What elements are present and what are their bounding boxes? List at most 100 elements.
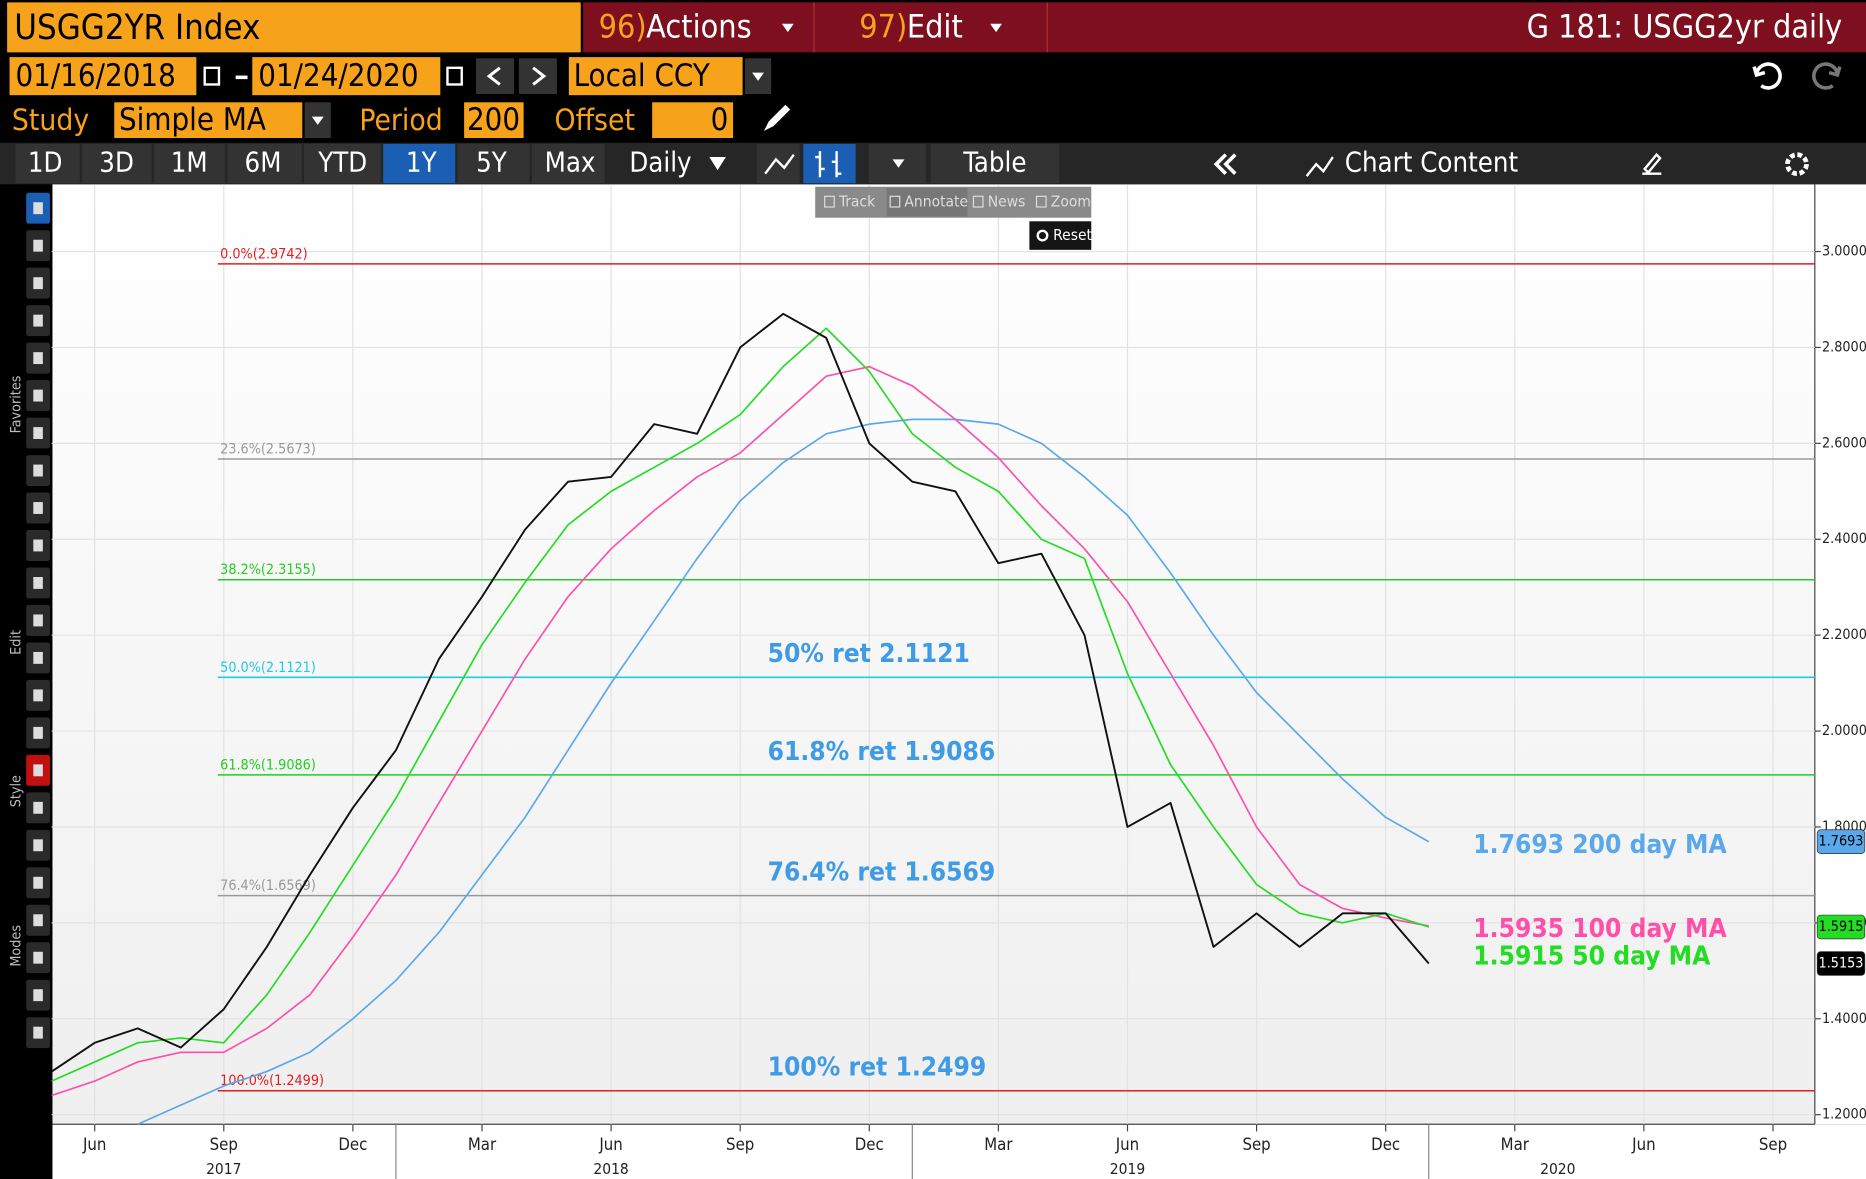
year-label: 2020 bbox=[1540, 1160, 1575, 1178]
pencil-icon[interactable] bbox=[764, 104, 791, 131]
y-tick-label: 2.2000 bbox=[1822, 627, 1866, 643]
x-tick-label: Mar bbox=[468, 1135, 497, 1154]
side-tool-glyph bbox=[33, 914, 43, 927]
range-label: 6M bbox=[245, 148, 282, 179]
y-tick-label: 2.6000 bbox=[1822, 435, 1866, 451]
x-tick-label: Mar bbox=[984, 1135, 1013, 1154]
period-box[interactable] bbox=[464, 102, 524, 139]
currency-box[interactable] bbox=[568, 57, 743, 96]
tool-button[interactable] bbox=[1032, 187, 1089, 217]
edit-menu[interactable]: Edit bbox=[907, 8, 963, 46]
settings-icon[interactable] bbox=[1785, 152, 1809, 177]
side-tool-glyph bbox=[33, 764, 43, 777]
chart-content[interactable]: Chart Content bbox=[1345, 148, 1519, 179]
x-tick-label: Jun bbox=[1631, 1135, 1655, 1154]
range-label: 1D bbox=[28, 148, 63, 179]
security: USGG2YR Index bbox=[14, 8, 260, 48]
actions-menu[interactable]: Actions bbox=[646, 8, 751, 46]
window-title: G 181: USGG2yr daily bbox=[1527, 8, 1843, 46]
offset-label: Offset bbox=[555, 103, 635, 138]
x-tick-label: Dec bbox=[855, 1135, 884, 1154]
chart: Jun Sep Dec Mar Jun Sep Dec Mar Jun Sep Dec Mar Jun S… bbox=[51, 184, 1866, 1179]
line-chart-button[interactable] bbox=[756, 143, 800, 184]
side-tool-glyph bbox=[33, 239, 43, 252]
retracement-annotation: 61.8% ret 1.9086 bbox=[768, 737, 996, 767]
date-to-box[interactable] bbox=[252, 57, 441, 96]
undo-icon[interactable] bbox=[1752, 62, 1782, 90]
tool-icon bbox=[1035, 195, 1047, 208]
last-value-label: 1.5915 bbox=[1819, 919, 1864, 935]
series-label: 1.7693 200 day MA bbox=[1473, 830, 1727, 860]
bar-chart-button[interactable] bbox=[803, 143, 856, 184]
range-button[interactable] bbox=[383, 143, 456, 184]
last-value-label: 1.5153 bbox=[1819, 955, 1864, 971]
y-tick-label: 2.8000 bbox=[1822, 339, 1866, 355]
range-button[interactable] bbox=[304, 143, 381, 184]
retracement-annotation: 100% ret 1.2499 bbox=[768, 1053, 987, 1083]
line-icon bbox=[764, 153, 795, 175]
offset: 0 bbox=[711, 102, 729, 138]
prev-button[interactable] bbox=[476, 58, 515, 94]
retracement-label: 61.8%(1.9086) bbox=[220, 757, 316, 773]
collapse-icon[interactable] bbox=[1213, 153, 1237, 175]
side-tool-glyph bbox=[33, 464, 43, 477]
year-label: 2017 bbox=[206, 1160, 241, 1178]
study-box[interactable] bbox=[114, 102, 303, 139]
edit-icon[interactable] bbox=[1642, 152, 1662, 175]
tool-icon bbox=[972, 195, 984, 208]
range-label: 1M bbox=[171, 148, 208, 179]
date-from-box[interactable] bbox=[9, 57, 197, 96]
tool-button[interactable] bbox=[821, 187, 885, 217]
bar-icon bbox=[815, 151, 842, 178]
retracement-label: 50.0%(2.1121) bbox=[220, 660, 316, 676]
range-button[interactable] bbox=[154, 143, 225, 184]
tool-label: Zoom bbox=[1051, 193, 1091, 211]
range-button[interactable] bbox=[531, 143, 605, 184]
dropdown-arrow bbox=[990, 23, 1003, 33]
x-tick-label: Sep bbox=[1759, 1135, 1787, 1154]
dropdown-arrow bbox=[311, 116, 324, 125]
date-to: 01/24/2020 bbox=[258, 58, 418, 94]
calendar-icon[interactable] bbox=[203, 66, 221, 86]
dropdown-arrow bbox=[752, 72, 765, 81]
range-button[interactable] bbox=[457, 143, 530, 184]
tool-label: Annotate bbox=[904, 193, 968, 211]
side-tool-glyph bbox=[33, 314, 43, 327]
retracement-label: 38.2%(2.3155) bbox=[220, 562, 316, 578]
chevron-right bbox=[532, 66, 547, 86]
tool-button[interactable] bbox=[969, 187, 1031, 217]
series-line bbox=[137, 418, 1430, 1126]
range-button[interactable] bbox=[15, 143, 80, 184]
side-section: Favorites bbox=[9, 375, 25, 433]
last-value-label: 1.7693 bbox=[1819, 834, 1864, 850]
next-button[interactable] bbox=[518, 58, 557, 94]
x-tick-label: Jun bbox=[598, 1135, 622, 1154]
reset-button[interactable] bbox=[1029, 221, 1092, 250]
side-section: Edit bbox=[9, 630, 25, 655]
side-icons: Favorites Edit Style Modes bbox=[9, 192, 50, 1049]
range-button[interactable] bbox=[82, 143, 152, 184]
x-tick-label: Mar bbox=[1501, 1135, 1530, 1154]
table-button[interactable] bbox=[930, 143, 1060, 184]
side-tool-glyph bbox=[33, 1026, 43, 1039]
side-tool-glyph bbox=[33, 427, 43, 440]
y-axis-area bbox=[1814, 184, 1866, 1125]
range-buttons: 1D 3D 1M 6M YTD 1Y 5Y Max bbox=[15, 143, 605, 184]
edit-number: 97) bbox=[859, 8, 907, 46]
security-box[interactable] bbox=[7, 2, 581, 53]
period-label: Period bbox=[359, 103, 442, 138]
y-tick-label: 1.4000 bbox=[1822, 1011, 1866, 1027]
side-section: Modes bbox=[9, 925, 25, 967]
redo-icon[interactable] bbox=[1812, 62, 1842, 90]
calendar-icon[interactable] bbox=[446, 66, 463, 86]
side-tool-glyph bbox=[33, 539, 43, 552]
y-tick-label: 2.4000 bbox=[1822, 531, 1866, 547]
reset-icon bbox=[1036, 229, 1049, 242]
study: Simple MA bbox=[119, 102, 266, 138]
offset-box[interactable] bbox=[652, 102, 734, 139]
last-value-badge bbox=[1816, 951, 1866, 976]
side-tool-glyph bbox=[33, 651, 43, 664]
frequency[interactable]: Daily bbox=[629, 148, 691, 179]
side-tool-glyph bbox=[33, 577, 43, 589]
range-button[interactable] bbox=[227, 143, 302, 184]
